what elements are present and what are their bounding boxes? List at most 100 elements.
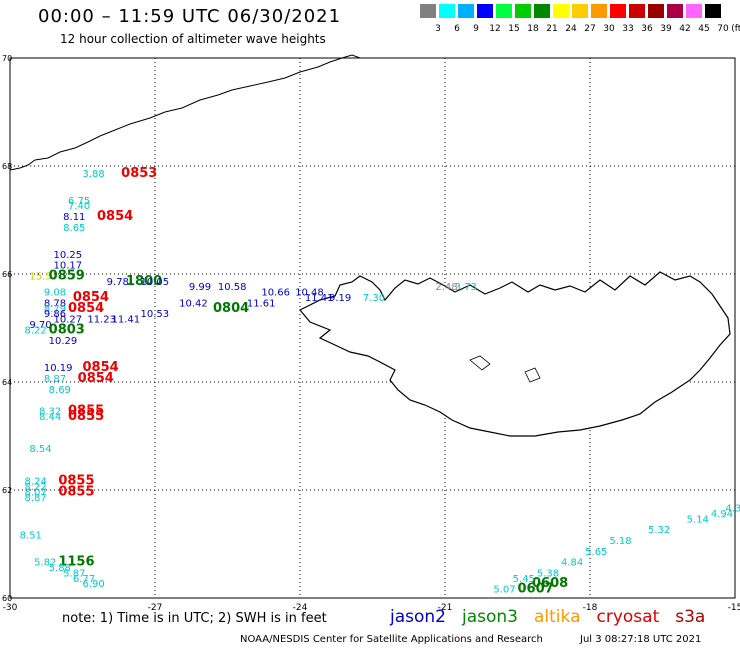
lon-label: -15 (728, 603, 740, 613)
wave-height-label: 3.73 (455, 282, 477, 293)
scale-swatch (648, 4, 664, 18)
wave-height-label: 6.75 (68, 196, 90, 207)
wave-height-label: 4.84 (561, 558, 583, 569)
satellite-jason3: jason3 (462, 607, 518, 627)
axis-labels: -30 -27 -24 -21 -18 -15 70 68 66 64 62 60 (2, 54, 740, 613)
pass-time-label: 0607 (518, 582, 554, 597)
wave-height-label: 8.22 (25, 325, 47, 336)
satellite-altika: altika (534, 607, 581, 627)
wave-height-label: 9.19 (329, 293, 351, 304)
lon-label: -30 (3, 603, 18, 613)
satellite-cryosat: cryosat (596, 607, 660, 627)
credit-text: NOAA/NESDIS Center for Satellite Applica… (240, 634, 543, 645)
wave-height-label: 8.65 (63, 223, 85, 234)
wave-height-label: 6.90 (83, 579, 105, 590)
timestamp: Jul 3 08:27:18 UTC 2021 (580, 634, 702, 645)
scale-label: 15 (508, 24, 520, 34)
iceland-coastline (299, 271, 731, 437)
scale-swatch (515, 4, 531, 18)
satellite-jason2: jason2 (390, 607, 446, 627)
scale-swatch (667, 4, 683, 18)
scale-swatch (496, 4, 512, 18)
wave-height-label: 5.65 (585, 547, 607, 558)
wave-height-label: 8.79 (44, 304, 66, 315)
greenland-coastline (9, 54, 361, 171)
wave-height-label: 8.51 (20, 531, 42, 542)
wave-height-label: 10.17 (54, 261, 83, 272)
pass-time-label: 0803 (49, 322, 85, 337)
scale-swatch (572, 4, 588, 18)
wave-height-label: 15.57 (29, 271, 58, 282)
wave-height-label: 5.82 (34, 558, 56, 569)
wave-height-label: 3.88 (83, 169, 105, 180)
wave-height-label: 10.48 (295, 288, 324, 299)
lon-label: -18 (583, 603, 598, 613)
lat-label: 66 (2, 270, 12, 279)
wave-height-label: 5.38 (537, 568, 559, 579)
wave-height-label: 8.22 (25, 482, 47, 493)
wave-height-label: 5.88 (49, 563, 71, 574)
scale-label: 3 (435, 24, 441, 34)
pass-time-label: 0855 (58, 474, 94, 489)
wave-height-label: 8.11 (63, 212, 85, 223)
wave-height-label: 9.99 (189, 282, 211, 293)
wave-height-label: 5.07 (493, 585, 515, 596)
scale-label: 70 (717, 24, 729, 34)
wave-height-label: 11.41 (112, 315, 141, 326)
pass-time-label: 0854 (73, 290, 109, 305)
scale-label: 33 (622, 24, 634, 34)
map-subtitle: 12 hour collection of altimeter wave hei… (60, 32, 326, 46)
scale-label: 30 (603, 24, 615, 34)
wave-height-label: 7.30 (363, 293, 385, 304)
wave-height-label: 8.24 (25, 477, 47, 488)
wave-height-label: 8.87 (25, 493, 47, 504)
lon-label: -21 (438, 603, 453, 613)
wave-height-label: 8.54 (29, 444, 51, 455)
scale-swatch (477, 4, 493, 18)
wave-height-label: 4.94 (711, 509, 733, 520)
scale-label: 21 (546, 24, 558, 34)
wave-height-label: 8.87 (44, 374, 66, 385)
wave-height-label: 4.35 (725, 504, 740, 515)
note-text: note: 1) Time is in UTC; 2) SWH is in fe… (62, 611, 327, 626)
scale-swatch (553, 4, 569, 18)
lat-label: 68 (2, 162, 12, 171)
wave-height-label: 7.40 (68, 201, 90, 212)
wave-height-label: 10.25 (54, 250, 83, 261)
wave-height-label: 10.58 (218, 282, 247, 293)
wave-height-label: 8.07 (25, 487, 47, 498)
satellite-legend: jason2 jason3 altika cryosat s3a (390, 607, 721, 627)
observation-labels: 3.88 0853 6.757.408.11 0854 8.65 10.2510.1715… (20, 166, 740, 597)
wave-height-label: 5.18 (609, 536, 631, 547)
wave-height-label: 8.78 (44, 298, 66, 309)
scale-label: 24 (565, 24, 577, 34)
wave-height-label: 10.19 (44, 363, 73, 374)
wave-height-label: 10.53 (141, 309, 170, 320)
wave-height-label: 8.44 (39, 412, 61, 423)
wave-height-label: 10.29 (49, 336, 78, 347)
map-frame (9, 57, 736, 599)
iceland-lakes (469, 355, 541, 383)
pass-time-label: 1800 (126, 274, 162, 289)
pass-time-label: 1156 (58, 555, 94, 570)
scale-swatch (686, 4, 702, 18)
pass-time-label: 0854 (78, 371, 114, 386)
pass-time-label: 0854 (97, 209, 133, 224)
lat-label: 70 (2, 54, 12, 63)
lon-label: -24 (293, 603, 308, 613)
scale-label: 42 (679, 24, 691, 34)
wave-height-label: 5.45 (513, 574, 535, 585)
wave-height-label: 5.87 (63, 568, 85, 579)
wave-height-label: 11.61 (247, 298, 276, 309)
pass-time-label: 0855 (58, 484, 94, 499)
scale-swatch (610, 4, 626, 18)
wave-height-label: 10.66 (261, 288, 290, 299)
scale-label: 45 (698, 24, 710, 34)
scale-label: 36 (641, 24, 653, 34)
scale-label: 6 (454, 24, 460, 34)
scale-swatch (458, 4, 474, 18)
wave-height-label: 11.41 (305, 293, 334, 304)
pass-time-label: 0859 (49, 268, 85, 283)
wave-height-label: 10.42 (179, 298, 208, 309)
pass-time-label: 0855 (68, 409, 104, 424)
